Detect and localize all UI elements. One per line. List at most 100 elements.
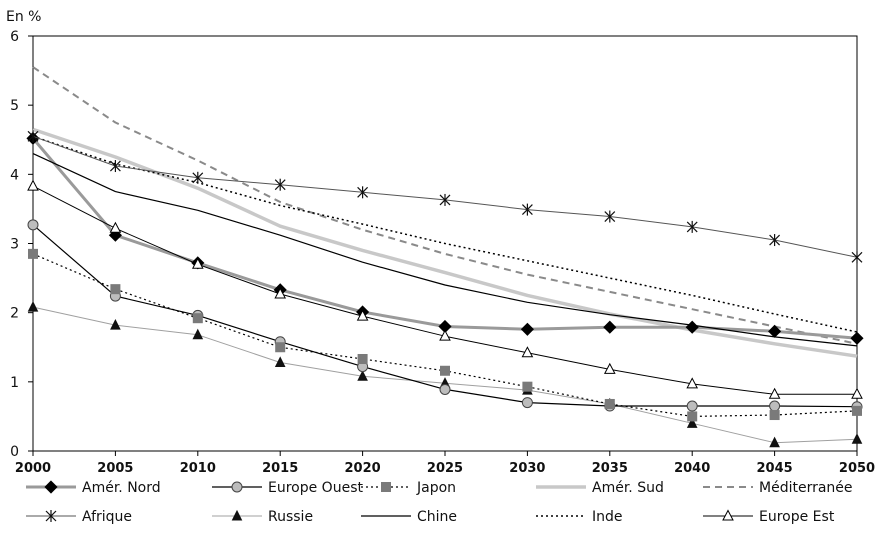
legend-label: Méditerranée (759, 480, 853, 496)
data-point-europe-est (274, 287, 287, 299)
data-point-europe-ouest (521, 397, 533, 409)
x-tick-label: 2020 (345, 461, 381, 476)
data-point-europe-est (603, 362, 616, 374)
data-point-afrique (357, 186, 369, 199)
data-point-europe-est (521, 346, 534, 358)
y-tick-label: 4 (10, 167, 19, 183)
legend-marker (45, 510, 57, 522)
data-point-afrique (192, 171, 204, 184)
data-point-europe-est (439, 329, 451, 341)
legend-marker (722, 509, 734, 521)
legend-item-europe-est: Europe Est (703, 509, 835, 525)
x-tick-label: 2050 (839, 461, 875, 476)
data-point-japon (604, 398, 615, 409)
data-point-europe-est (27, 179, 39, 191)
series-amer-nord (26, 131, 864, 345)
legend-label: Amér. Sud (592, 480, 664, 496)
legend-label: Europe Ouest (268, 480, 363, 496)
legend-label: Japon (416, 480, 456, 496)
y-tick-label: 6 (10, 29, 19, 45)
y-tick-label: 0 (10, 444, 19, 460)
series-line-chine (32, 153, 858, 347)
data-point-japon (522, 381, 533, 392)
legend: Amér. Nord Europe Ouest Japon Amér. Sud Médi… (26, 480, 853, 525)
data-point-japon (192, 313, 203, 324)
x-tick-label: 2040 (674, 461, 710, 476)
legend-label: Chine (417, 509, 457, 525)
y-tick-label: 2 (10, 306, 19, 322)
x-tick-label: 2025 (427, 461, 463, 476)
data-point-europe-est (356, 309, 369, 321)
data-point-russie (357, 370, 368, 381)
legend-item-mediterranee: Méditerranée (703, 480, 853, 496)
legend-item-afrique: Afrique (26, 509, 132, 525)
data-point-japon (687, 411, 698, 422)
legend-marker (231, 509, 243, 521)
y-tick-label: 3 (10, 237, 19, 253)
series-amer-sud (32, 127, 858, 358)
data-point-russie (274, 356, 286, 367)
y-axis-label: En % (6, 9, 41, 25)
x-tick-label: 2030 (509, 461, 545, 476)
data-point-afrique (604, 210, 616, 223)
x-tick-label: 2035 (592, 461, 628, 476)
data-point-japon (275, 342, 286, 353)
data-point-europe-ouest (769, 400, 781, 412)
legend-label: Inde (592, 509, 623, 525)
y-tick-label: 1 (10, 375, 19, 391)
data-point-afrique (439, 193, 451, 206)
data-point-japon (28, 248, 38, 259)
data-point-europe-est (191, 257, 204, 269)
data-point-afrique (27, 130, 39, 143)
legend-marker (381, 482, 391, 492)
series-line-europe-est (32, 185, 857, 395)
series-line-amer-sud (32, 127, 858, 358)
data-point-russie (192, 328, 204, 340)
series-layer (26, 66, 864, 448)
data-point-afrique (274, 178, 286, 191)
legend-item-japon: Japon (361, 480, 456, 496)
data-point-japon (357, 354, 368, 365)
data-point-europe-est (686, 377, 699, 389)
data-point-europe-ouest (686, 400, 698, 412)
series-line-amer-nord (31, 137, 858, 340)
legend-label: Russie (268, 509, 313, 525)
legend-label: Afrique (82, 509, 132, 525)
data-point-afrique (521, 203, 533, 216)
legend-marker (231, 481, 243, 493)
series-inde (32, 135, 858, 333)
x-tick-label: 2045 (757, 461, 793, 476)
x-tick-label: 2005 (97, 461, 133, 476)
data-point-amer-nord (520, 322, 534, 336)
y-tick-label: 5 (10, 98, 19, 114)
data-point-europe-est (768, 387, 781, 399)
series-mediterranee (32, 66, 858, 345)
data-point-afrique (686, 220, 698, 233)
series-japon (28, 248, 862, 422)
data-point-japon (110, 284, 121, 295)
series-line-mediterranee (32, 66, 858, 345)
data-point-russie (27, 301, 39, 312)
data-point-afrique (769, 234, 781, 247)
series-chine (32, 153, 858, 347)
series-afrique (27, 130, 863, 264)
data-point-russie (769, 436, 780, 448)
data-point-japon (769, 410, 780, 421)
legend-item-chine: Chine (361, 509, 457, 525)
data-point-europe-est (851, 387, 863, 399)
x-tick-label: 2010 (180, 461, 216, 476)
data-point-amer-nord (850, 331, 864, 345)
legend-label: Amér. Nord (82, 480, 161, 496)
axes: 0 1 2 3 4 5 6 2000 2005 2010 2015 2020 2025 2030 2035 2… (10, 29, 875, 476)
legend-item-amer-sud: Amér. Sud (536, 480, 664, 496)
legend-item-inde: Inde (536, 509, 623, 525)
data-point-russie (686, 417, 698, 428)
data-point-europe-est (109, 221, 122, 233)
data-point-afrique (109, 160, 121, 173)
data-point-europe-ouest (439, 383, 451, 395)
data-point-russie (851, 433, 863, 444)
legend-label: Europe Est (759, 509, 835, 525)
series-line-inde (32, 135, 858, 333)
legend-item-europe-ouest: Europe Ouest (212, 480, 363, 496)
x-tick-label: 2000 (15, 461, 51, 476)
